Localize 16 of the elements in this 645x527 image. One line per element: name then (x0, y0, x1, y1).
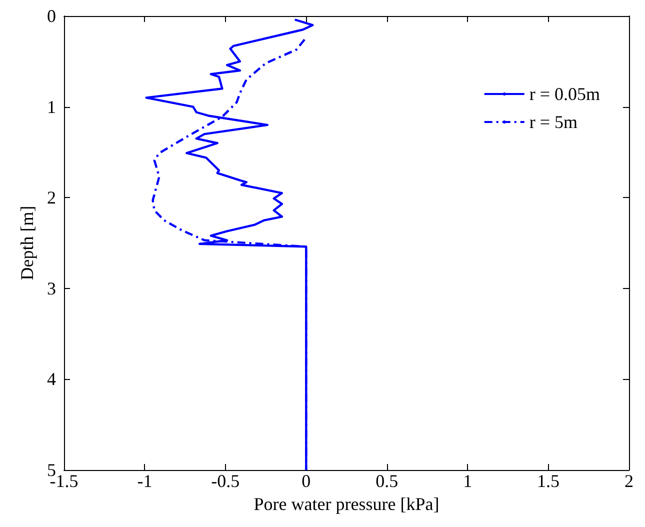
y-tick-label: 3 (47, 278, 56, 298)
x-tick-label: 1.5 (537, 471, 560, 491)
x-tick-label: -1 (137, 471, 152, 491)
legend-label: r = 5m (529, 112, 578, 132)
x-tick-label: 2 (624, 471, 634, 491)
legend-label: r = 0.05m (529, 84, 600, 104)
y-tick-label: 4 (47, 369, 56, 390)
x-axis-title: Pore water pressure [kPa] (254, 494, 440, 514)
y-tick-label: 2 (47, 188, 56, 208)
y-tick-label: 0 (47, 6, 56, 26)
x-tick-label: 1 (463, 471, 472, 491)
x-tick-label: 0 (302, 471, 311, 491)
x-tick-label: -0.5 (211, 471, 240, 491)
x-tick-label: 0.5 (376, 471, 398, 491)
y-tick-label: 1 (47, 96, 56, 117)
y-axis-title: Depth [m] (17, 206, 38, 280)
